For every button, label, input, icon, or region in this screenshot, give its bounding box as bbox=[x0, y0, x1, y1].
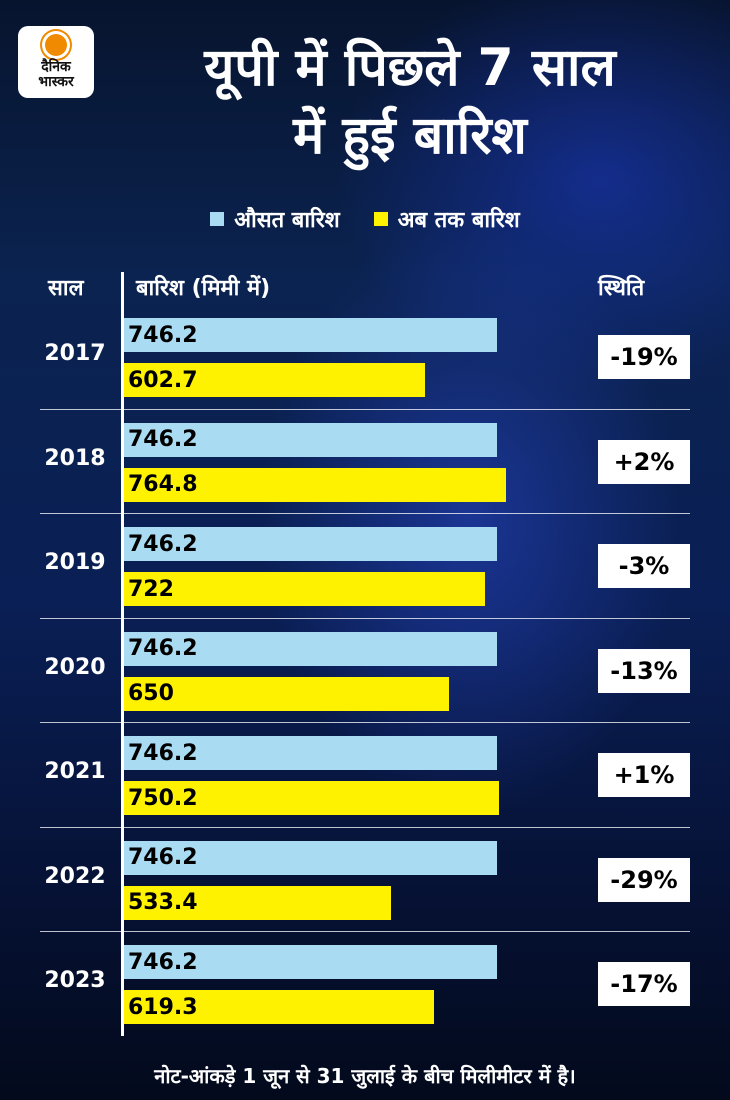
legend: औसत बारिश अब तक बारिश bbox=[0, 204, 730, 234]
bar-current-2022: 533.4 bbox=[124, 885, 391, 920]
chart-title: यूपी में पिछले 7 साल में हुई बारिश bbox=[110, 34, 710, 170]
bar-value-label: 650 bbox=[128, 681, 174, 706]
bar-value-label: 533.4 bbox=[128, 890, 198, 915]
logo-line-2: भास्कर bbox=[38, 74, 74, 90]
bar-average-2020: 746.2 bbox=[124, 631, 497, 666]
bar-average-2022: 746.2 bbox=[124, 840, 497, 875]
title-line-1: यूपी में पिछले 7 साल bbox=[204, 38, 616, 98]
bar-value-label: 746.2 bbox=[128, 427, 198, 452]
dainik-bhaskar-logo: दैनिक भास्कर bbox=[18, 26, 94, 98]
row-separator bbox=[40, 513, 690, 514]
bar-average-2023: 746.2 bbox=[124, 945, 497, 979]
year-label-2021: 2021 bbox=[44, 759, 106, 784]
year-label-2023: 2023 bbox=[44, 968, 106, 993]
year-label-2020: 2020 bbox=[44, 654, 106, 680]
status-badge-2019: -3% bbox=[598, 544, 690, 588]
status-badge-2017: -19% bbox=[598, 335, 690, 379]
status-column-header: स्थिति bbox=[598, 276, 645, 301]
row-separator bbox=[40, 408, 690, 410]
status-badge-2020: -13% bbox=[598, 648, 690, 693]
bar-average-2021: 746.2 bbox=[124, 736, 497, 770]
bar-value-label: 746.2 bbox=[128, 740, 198, 766]
bar-value-label: 746.2 bbox=[128, 636, 198, 661]
bar-average-2017: 746.2 bbox=[124, 318, 497, 352]
bar-value-label: 746.2 bbox=[128, 949, 198, 975]
title-line-2: में हुई बारिश bbox=[293, 106, 527, 166]
status-badge-2022: -29% bbox=[598, 857, 690, 902]
status-badge-2021: +1% bbox=[598, 753, 690, 797]
bar-current-2018: 764.8 bbox=[124, 467, 506, 502]
row-separator bbox=[40, 931, 690, 932]
status-badge-2018: +2% bbox=[598, 439, 690, 484]
logo-line-1: दैनिक bbox=[41, 59, 71, 75]
bar-value-label: 722 bbox=[128, 576, 174, 602]
chart-axis-line bbox=[121, 272, 124, 1036]
rainfall-column-header: बारिश (मिमी में) bbox=[136, 276, 271, 301]
year-label-2018: 2018 bbox=[44, 445, 106, 471]
legend-swatch-current bbox=[373, 212, 388, 226]
bar-value-label: 750.2 bbox=[128, 785, 198, 811]
bar-value-label: 746.2 bbox=[128, 531, 198, 557]
bar-value-label: 602.7 bbox=[128, 367, 198, 393]
legend-item-average: औसत बारिश bbox=[210, 204, 340, 234]
bar-value-label: 764.8 bbox=[128, 472, 198, 497]
year-label-2022: 2022 bbox=[44, 863, 106, 889]
bar-current-2017: 602.7 bbox=[124, 363, 425, 397]
bar-current-2021: 750.2 bbox=[124, 781, 499, 815]
legend-swatch-average bbox=[210, 212, 225, 226]
bar-current-2020: 650 bbox=[124, 676, 449, 711]
bar-average-2018: 746.2 bbox=[124, 422, 497, 457]
bar-value-label: 746.2 bbox=[128, 845, 198, 870]
legend-item-current: अब तक बारिश bbox=[373, 204, 520, 234]
legend-label-average: औसत बारिश bbox=[234, 208, 340, 233]
row-separator bbox=[40, 722, 690, 723]
row-separator bbox=[40, 826, 690, 828]
row-separator bbox=[40, 617, 690, 619]
year-column-header: साल bbox=[48, 276, 84, 301]
year-label-2019: 2019 bbox=[44, 550, 106, 575]
bar-current-2023: 619.3 bbox=[124, 990, 434, 1024]
bar-average-2019: 746.2 bbox=[124, 527, 497, 561]
year-label-2017: 2017 bbox=[44, 341, 106, 366]
footnote: नोट-आंकड़े 1 जून से 31 जुलाई के बीच मिली… bbox=[154, 1064, 576, 1088]
status-badge-2023: -17% bbox=[598, 962, 690, 1006]
bar-current-2019: 722 bbox=[124, 572, 485, 606]
sun-icon bbox=[45, 34, 67, 56]
bar-value-label: 746.2 bbox=[128, 322, 198, 348]
bar-value-label: 619.3 bbox=[128, 994, 198, 1020]
legend-label-current: अब तक बारिश bbox=[397, 208, 520, 233]
